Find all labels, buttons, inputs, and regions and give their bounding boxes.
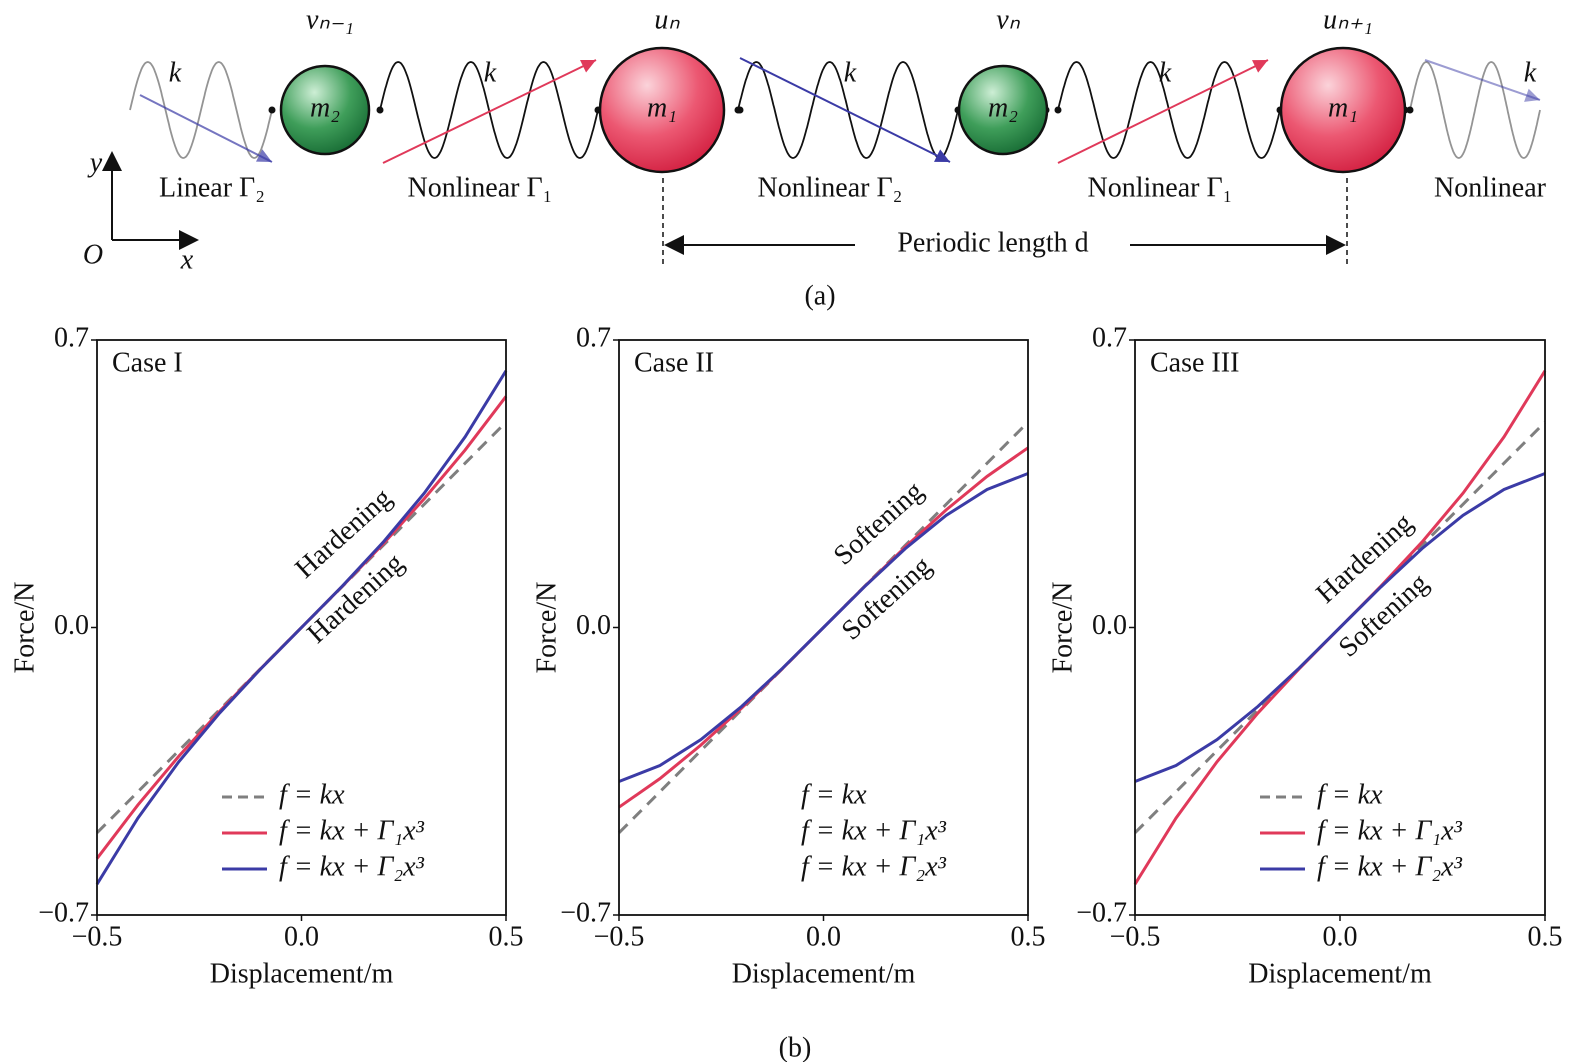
joint — [376, 106, 384, 114]
mass-label: m₂ — [310, 92, 340, 123]
axis-label: y — [87, 147, 103, 178]
node-label: vₙ — [996, 4, 1020, 35]
chart: −0.7 0.0 0.7 −0.5 0.0 0.5 Case I Displacement/m… — [9, 322, 523, 989]
x-axis-label: Displacement/m — [210, 958, 394, 989]
spring — [379, 61, 599, 159]
spring — [1409, 61, 1541, 159]
chart: −0.7 0.0 0.7 −0.5 0.0 0.5 Case II Displacement/… — [531, 322, 1045, 989]
nonlinearity-label: Nonlinear Γ₁ — [408, 172, 553, 203]
legend-label: f = kx + Γ₁x³ — [279, 815, 425, 846]
arrow-head — [256, 149, 272, 162]
spring-label: k — [169, 57, 182, 88]
force-arrow — [1424, 59, 1541, 101]
force-arrow — [1057, 59, 1269, 164]
mass — [957, 64, 1049, 156]
node-label: uₙ — [654, 4, 680, 35]
legend-label: f = kx — [279, 779, 345, 810]
caption: (a) — [804, 280, 835, 311]
chart: −0.7 0.0 0.7 −0.5 0.0 0.5 Case III Displacement… — [1047, 322, 1562, 989]
legend-label: f = kx + Γ₂x³ — [801, 851, 947, 882]
y-tick-label: 0.0 — [576, 610, 611, 641]
spring — [737, 61, 959, 159]
x-tick-label: 0.0 — [806, 921, 841, 952]
period-label: Periodic length d — [897, 227, 1088, 258]
nonlinearity-label: Nonlinear Γ₂ — [758, 172, 903, 203]
chart-title: Case III — [1150, 347, 1239, 378]
arrow-head — [1252, 60, 1268, 73]
mass-label: m₁ — [647, 92, 677, 123]
mass-label: m₁ — [1328, 92, 1358, 123]
spring-label: k — [484, 57, 497, 88]
arrow-head — [1524, 88, 1540, 102]
legend-label: f = kx — [801, 779, 867, 810]
node-label: uₙ₊₁ — [1323, 4, 1373, 35]
x-tick-label: 0.5 — [1011, 921, 1046, 952]
legend-label: f = kx — [1317, 779, 1383, 810]
joint — [1406, 106, 1414, 114]
y-tick-label: 0.7 — [1092, 322, 1127, 353]
y-tick-label: 0.7 — [576, 322, 611, 353]
series-line — [618, 472, 1029, 783]
x-tick-label: 0.5 — [489, 921, 524, 952]
plots: −0.7 0.0 0.7 −0.5 0.0 0.5 Case I Displacement/m… — [9, 322, 1562, 989]
y-tick-label: 0.0 — [1092, 610, 1127, 641]
joint — [736, 106, 744, 114]
y-tick-label: −0.7 — [38, 897, 89, 928]
x-tick-label: 0.5 — [1528, 921, 1563, 952]
chart-title: Case I — [112, 347, 183, 378]
spring-label: k — [844, 57, 857, 88]
x-axis-label: Displacement/m — [1248, 958, 1432, 989]
y-axis-label: Force/N — [1047, 582, 1078, 674]
y-axis-label: Force/N — [531, 582, 562, 674]
arrow-head — [934, 149, 950, 162]
arrow-head — [580, 60, 596, 73]
y-tick-label: 0.0 — [54, 610, 89, 641]
mass — [1279, 46, 1407, 174]
legend-label: f = kx + Γ₂x³ — [279, 851, 425, 882]
nonlinearity-label: Nonlinear — [1434, 172, 1547, 203]
axis-label: O — [83, 239, 103, 270]
chart-title: Case II — [634, 347, 714, 378]
mass — [598, 46, 726, 174]
legend-label: f = kx + Γ₂x³ — [1317, 851, 1463, 882]
spring — [129, 61, 273, 159]
x-tick-label: −0.5 — [594, 921, 645, 952]
chain-diagram: m₂ vₙ₋₁ m₁ uₙ m₂ vₙ m₁ uₙ₊₁ k k k k k Linear Γ₂ Nonlin… — [83, 4, 1547, 311]
force-arrow — [382, 59, 597, 164]
node-label: vₙ₋₁ — [306, 4, 354, 35]
legend-label: f = kx + Γ₁x³ — [1317, 815, 1463, 846]
joint — [1054, 106, 1062, 114]
nonlinearity-label: Nonlinear Γ₁ — [1088, 172, 1233, 203]
spring-label: k — [1159, 57, 1172, 88]
nonlinearity-label: Linear Γ₂ — [159, 172, 265, 203]
axis-label: x — [180, 244, 194, 275]
force-arrow — [739, 57, 951, 163]
x-tick-label: −0.5 — [72, 921, 123, 952]
x-tick-label: 0.0 — [1323, 921, 1358, 952]
y-tick-label: 0.7 — [54, 322, 89, 353]
series-line — [1134, 472, 1546, 783]
x-axis-label: Displacement/m — [732, 958, 916, 989]
force-arrow — [139, 94, 273, 163]
spring-label: k — [1524, 57, 1537, 88]
mass — [279, 64, 371, 156]
y-tick-label: −0.7 — [1076, 897, 1127, 928]
legend-label: f = kx + Γ₁x³ — [801, 815, 947, 846]
series-line — [95, 370, 508, 885]
y-tick-label: −0.7 — [560, 897, 611, 928]
x-tick-label: 0.0 — [284, 921, 319, 952]
mass-label: m₂ — [988, 92, 1018, 123]
spring — [1057, 61, 1281, 159]
x-tick-label: −0.5 — [1110, 921, 1161, 952]
joint — [268, 106, 276, 114]
y-axis-label: Force/N — [9, 582, 40, 674]
caption: (b) — [779, 1032, 812, 1062]
